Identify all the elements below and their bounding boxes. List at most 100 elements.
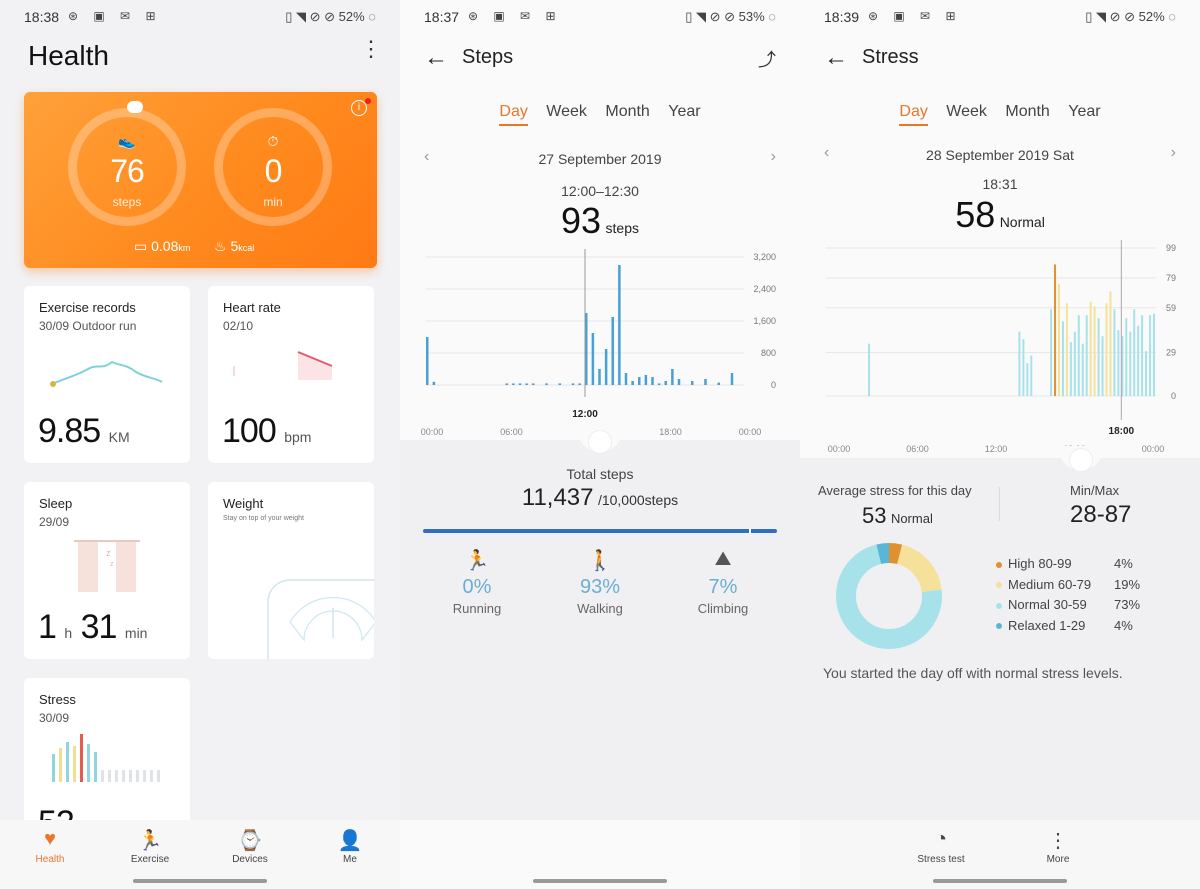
steps-bar: [512, 383, 515, 385]
tab-week[interactable]: Week: [946, 103, 987, 120]
scrubber-handle[interactable]: [1069, 448, 1093, 472]
steps-chart[interactable]: 08001,6002,4003,20012:0000:0006:0012:001…: [400, 245, 800, 445]
activity-summary-card[interactable]: i 👟 76 steps ⏱ 0 min ▭ 0.08km ♨ 5kcal: [24, 92, 377, 268]
stress-bar: [1081, 343, 1084, 396]
sleep-card[interactable]: Sleep 29/09 z z 1 h 31 min: [24, 482, 190, 659]
stress-card[interactable]: Stress 30/09 52: [24, 678, 190, 828]
average-stress-value: 53: [862, 503, 887, 528]
prev-day-icon[interactable]: ‹: [424, 148, 430, 165]
sleep-curtain-illustration: z z: [74, 540, 140, 592]
next-day-icon[interactable]: ›: [770, 148, 776, 165]
more-label: More: [1046, 854, 1070, 865]
weight-card[interactable]: Weight Stay on top of your weight: [208, 482, 374, 659]
nav-exercise[interactable]: 🏃 Exercise: [110, 828, 190, 865]
tab-year[interactable]: Year: [668, 103, 701, 120]
nav-me[interactable]: 👤 Me: [310, 828, 390, 865]
total-steps: 11,437 /10,000steps: [400, 484, 800, 512]
x-tick-label: 06:00: [500, 427, 523, 437]
back-arrow-icon[interactable]: ←: [424, 44, 448, 71]
selected-steps: 93 steps: [400, 200, 800, 242]
legend-pct: 73%: [1114, 597, 1141, 612]
stress-bar: [1030, 355, 1033, 396]
stress-bar: [1109, 291, 1112, 396]
page-title: Steps: [462, 46, 514, 68]
stress-bar: [1121, 336, 1124, 396]
route-icon[interactable]: ⤴: [758, 50, 776, 70]
nav-devices[interactable]: ⌚ Devices: [210, 828, 290, 865]
average-stress: 53 Normal: [862, 503, 933, 529]
card-title: Heart rate: [223, 300, 281, 315]
steps-count: 93: [561, 200, 602, 241]
legend-relaxed: Relaxed 1-29 4%: [996, 618, 1166, 639]
info-icon[interactable]: i: [351, 100, 367, 116]
tab-day[interactable]: Day: [899, 103, 928, 126]
distance-unit: km: [178, 243, 191, 253]
climbing-percent: 7%: [708, 576, 738, 598]
stress-bar: [1022, 339, 1025, 396]
status-right-icons: ▯ ◥ ⊘ ⊘ 52% ◌: [1085, 9, 1176, 24]
stress-bar: [1105, 303, 1108, 396]
stress-bar: [1101, 336, 1104, 396]
next-day-icon[interactable]: ›: [1170, 144, 1176, 161]
selected-date: 27 September 2019: [538, 151, 662, 167]
stress-level: Normal: [999, 214, 1045, 230]
bottom-nav: ♥ Health 🏃 Exercise ⌚ Devices 👤 Me: [0, 820, 400, 889]
status-time: 18:38: [24, 9, 60, 25]
more-menu-icon[interactable]: ⋮: [360, 36, 382, 61]
distance-unit-label: KM: [108, 429, 130, 445]
running-percent: 0%: [462, 576, 492, 598]
walking-label: Walking: [577, 601, 623, 616]
home-indicator[interactable]: [933, 879, 1067, 883]
minmax-label: Min/Max: [1070, 483, 1120, 498]
y-tick-label: 29: [1166, 348, 1176, 358]
steps-bar: [532, 383, 535, 385]
card-subtitle: Stay on top of your weight: [223, 515, 304, 522]
card-subtitle: 30/09: [39, 711, 70, 725]
tab-week[interactable]: Week: [546, 103, 587, 120]
distance-number: 9.85: [38, 412, 101, 450]
steps-bar: [664, 381, 667, 385]
tab-month[interactable]: Month: [1005, 103, 1050, 120]
tab-year[interactable]: Year: [1068, 103, 1101, 120]
selected-date: 28 September 2019 Sat: [926, 147, 1074, 163]
y-tick-label: 0: [771, 380, 776, 390]
prev-day-icon[interactable]: ‹: [824, 144, 830, 161]
heart-rate-value: 100 bpm: [222, 412, 311, 451]
period-tabs: Day Week Month Year: [400, 103, 800, 126]
tab-month[interactable]: Month: [605, 103, 650, 120]
stress-value: 58: [955, 194, 996, 235]
stress-bar: [1077, 315, 1080, 396]
stress-bar: [1050, 309, 1053, 396]
stress-bar: [1145, 351, 1148, 396]
average-stress-level: Normal: [890, 511, 933, 526]
steps-bar: [525, 383, 528, 385]
calories-stat: ♨ 5kcal: [214, 238, 254, 255]
bpm-unit: bpm: [284, 429, 312, 445]
tab-day[interactable]: Day: [499, 103, 528, 126]
legend-label: Medium 60-79: [1008, 576, 1092, 592]
legend-high: High 80-99 4%: [996, 556, 1166, 577]
steps-bar: [730, 373, 734, 385]
stress-test-button[interactable]: ◔ Stress test: [901, 828, 981, 865]
exercise-card[interactable]: Exercise records 30/09 Outdoor run 9.85 …: [24, 286, 190, 463]
x-tick-label: 12:00: [985, 444, 1008, 454]
nav-health[interactable]: ♥ Health: [10, 828, 90, 865]
scrubber-handle[interactable]: [588, 430, 612, 454]
back-arrow-icon[interactable]: ←: [824, 44, 848, 71]
stress-bar: [1089, 301, 1092, 396]
selected-time-range: 12:00–12:30: [561, 183, 639, 199]
status-time: 18:39: [824, 9, 860, 25]
legend-dot: [996, 582, 1002, 589]
home-indicator[interactable]: [133, 879, 267, 883]
card-subtitle: 02/10: [223, 319, 254, 333]
home-indicator[interactable]: [533, 879, 667, 883]
ruler-icon: ▭: [134, 238, 148, 254]
x-tick-label: 00:00: [739, 427, 762, 437]
stress-message: You started the day off with normal stre…: [823, 665, 1123, 681]
stress-mini-chart: [52, 734, 160, 782]
steps-bar: [671, 369, 674, 385]
heart-rate-card[interactable]: Heart rate 02/10 100 bpm: [208, 286, 374, 463]
more-button[interactable]: ⋮ More: [1018, 828, 1098, 865]
scale-illustration: [267, 579, 374, 659]
